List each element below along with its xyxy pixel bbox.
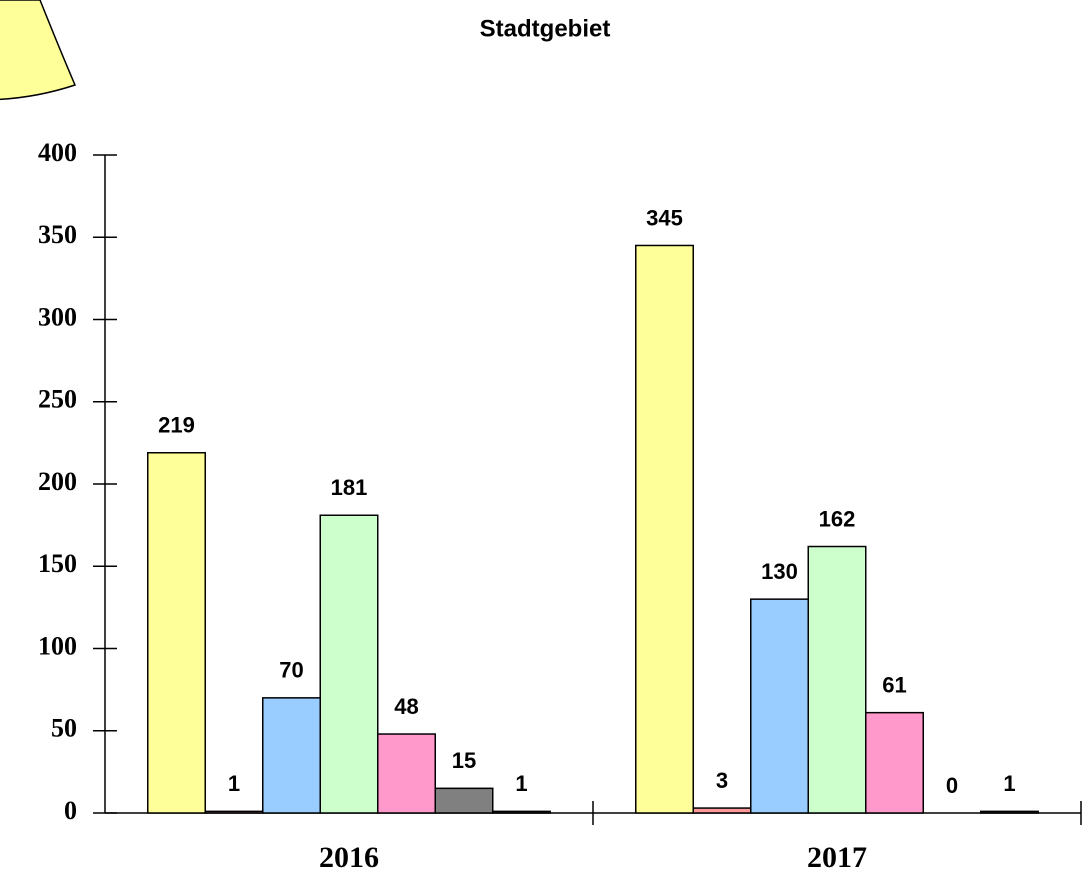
y-tick-label: 0 [64, 796, 77, 825]
value-label: 1 [515, 771, 527, 796]
value-label: 70 [279, 658, 303, 683]
y-tick-label: 250 [38, 385, 77, 414]
y-tick-label: 300 [38, 302, 77, 331]
bar [807, 545, 867, 814]
value-label: 0 [946, 773, 958, 798]
bar [204, 810, 264, 814]
y-tick-label: 200 [38, 467, 77, 496]
y-tick-label: 100 [38, 631, 77, 660]
value-label: 345 [646, 205, 683, 230]
y-tick-label: 350 [38, 220, 77, 249]
value-label: 61 [882, 672, 906, 697]
value-label: 3 [716, 768, 728, 793]
x-tick-label: 2016 [319, 841, 379, 874]
value-label: 15 [452, 748, 476, 773]
value-label: 130 [761, 559, 798, 584]
bar [434, 787, 494, 814]
value-label: 162 [819, 506, 856, 531]
bar [147, 451, 206, 814]
bar [635, 244, 694, 814]
value-label: 1 [1003, 771, 1015, 796]
bar [692, 807, 752, 814]
callout [0, 0, 77, 101]
x-tick-label: 2017 [807, 841, 867, 874]
y-tick-label: 150 [38, 549, 77, 578]
bar [262, 697, 321, 814]
value-label: 181 [331, 475, 368, 500]
y-tick-label: 50 [51, 714, 77, 743]
bar [865, 711, 924, 814]
value-label: 1 [228, 771, 240, 796]
bar [980, 810, 1039, 814]
y-tick-label: 400 [38, 138, 77, 167]
bar [492, 810, 551, 814]
chart-title: Stadtgebiet [480, 15, 611, 42]
value-label: 219 [158, 413, 195, 438]
value-label: 48 [394, 694, 418, 719]
bar [319, 514, 379, 814]
bar [750, 598, 809, 814]
bar [377, 733, 436, 814]
